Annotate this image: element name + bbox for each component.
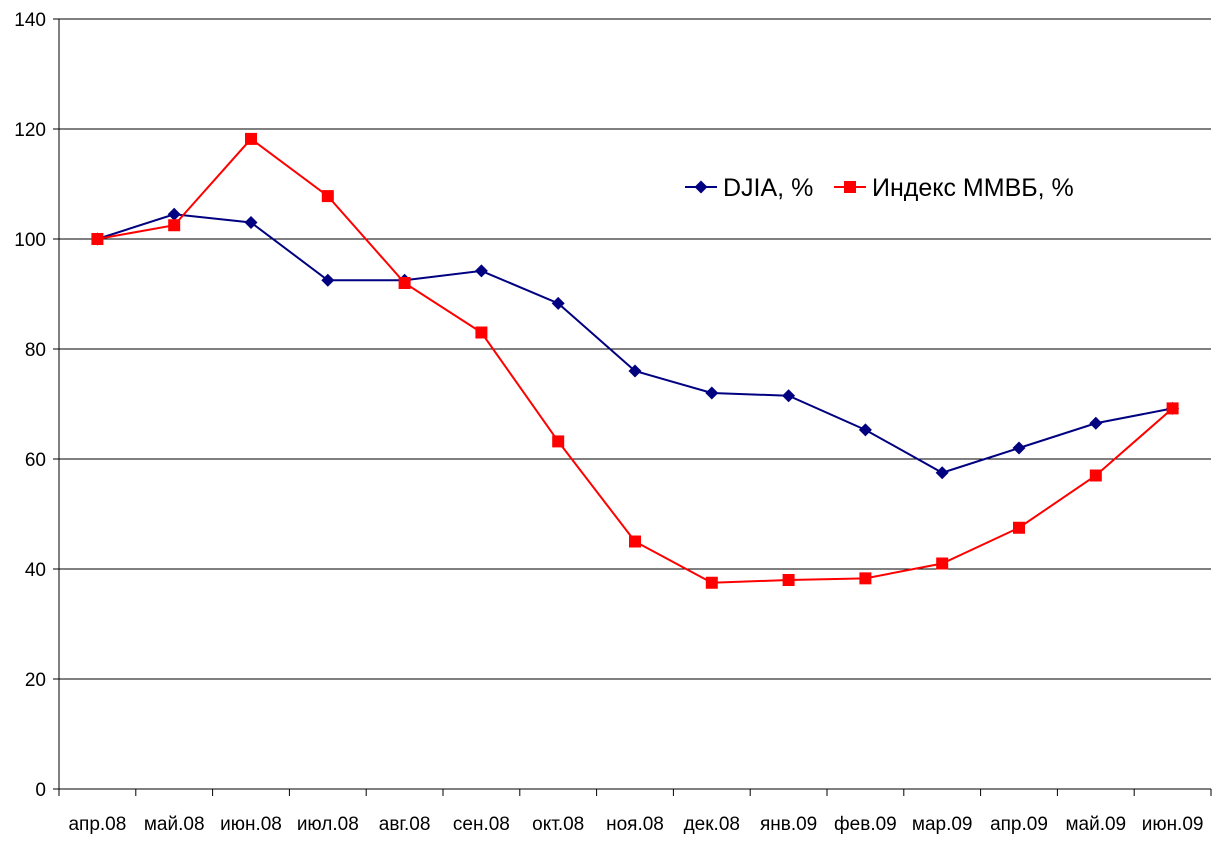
data-point [1166, 402, 1179, 415]
x-tick-label: ноя.08 [606, 814, 664, 835]
data-point [859, 572, 872, 585]
series-line [97, 137, 1174, 584]
x-tick-label: сен.08 [453, 814, 510, 835]
data-point [935, 466, 949, 480]
x-tick-label: май.08 [144, 814, 205, 835]
x-tick-label: дек.08 [684, 814, 740, 835]
data-point [398, 277, 411, 289]
x-tick-label: апр.09 [990, 814, 1048, 835]
data-point [858, 423, 872, 437]
legend-label: Индекс ММВБ, % [872, 174, 1074, 202]
x-tick-label: июн.09 [1142, 814, 1204, 835]
legend: DJIA, % Индекс ММВБ, % [685, 174, 1074, 202]
legend-marker [844, 181, 856, 193]
x-tick-label: июн.08 [220, 814, 282, 835]
series-djia [90, 207, 1180, 480]
data-point [782, 389, 796, 403]
data-point [1012, 441, 1026, 455]
x-tick-label: июл.08 [297, 814, 359, 835]
data-point [321, 273, 335, 287]
data-point [91, 233, 104, 245]
data-point [321, 190, 334, 203]
data-point [782, 574, 795, 586]
y-tick-label: 120 [14, 120, 46, 141]
series [90, 132, 1180, 589]
series-line [97, 213, 1173, 474]
data-point [244, 216, 258, 229]
legend-label: DJIA, % [723, 174, 813, 202]
data-point [552, 435, 565, 448]
y-tick-label: 20 [25, 670, 46, 691]
data-point [245, 132, 257, 145]
y-tick-label: 60 [25, 450, 46, 471]
data-point [705, 386, 719, 400]
y-tick-labels: 0 20 40 60 80 100 120 140 [14, 10, 46, 801]
axes [53, 18, 1212, 796]
data-point [1013, 521, 1025, 534]
y-tick-label: 100 [14, 230, 46, 251]
data-point [474, 264, 488, 278]
series-mmvb [91, 132, 1179, 589]
data-point [629, 535, 641, 548]
legend-item: DJIA, % [685, 174, 813, 202]
x-tick-label: авг.08 [379, 814, 431, 835]
y-tick-label: 0 [35, 780, 46, 801]
x-tick-label: янв.09 [760, 814, 817, 835]
y-tick-label: 40 [25, 560, 46, 581]
data-point [705, 576, 718, 589]
x-tick-label: фев.09 [834, 814, 897, 835]
x-tick-label: апр.08 [68, 814, 126, 835]
data-point [628, 364, 642, 378]
legend-item: Индекс ММВБ, % [834, 174, 1074, 202]
x-tick-label: окт.08 [532, 814, 584, 835]
data-point [936, 557, 949, 570]
data-point [1089, 469, 1102, 482]
data-point [167, 207, 181, 221]
y-tick-label: 140 [14, 10, 46, 31]
y-tick-label: 80 [25, 340, 46, 361]
data-point [475, 326, 488, 339]
data-point [551, 296, 565, 310]
x-tick-label: мар.09 [912, 814, 973, 835]
data-point [168, 219, 181, 232]
x-tick-label: май.09 [1065, 814, 1126, 835]
data-point [1089, 416, 1103, 430]
x-tick-labels: апр.08 май.08 июн.08 июл.08 авг.08 сен.08 окт.… [68, 814, 1203, 835]
grid-lines [59, 18, 1211, 680]
legend-marker [694, 180, 708, 194]
